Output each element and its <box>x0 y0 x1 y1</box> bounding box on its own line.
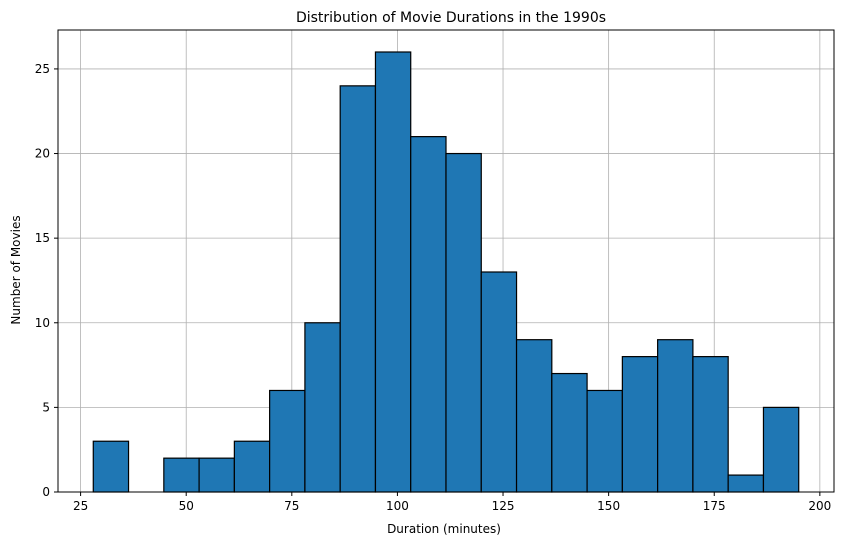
histogram-bar <box>762 406 800 493</box>
x-tick-label: 200 <box>808 499 831 513</box>
histogram-bar <box>727 474 765 493</box>
histogram-bar <box>163 457 200 493</box>
y-tick-label: 20 <box>35 147 50 161</box>
bars <box>92 51 800 493</box>
x-tick-label: 100 <box>386 499 409 513</box>
histogram-bar <box>269 389 306 493</box>
x-tick-label: 175 <box>703 499 726 513</box>
y-axis-label: Number of Movies <box>9 215 23 324</box>
histogram-bar <box>92 440 130 493</box>
y-tick-label: 10 <box>35 316 50 330</box>
histogram-bar <box>339 85 377 493</box>
x-axis-ticks: 25 50 75 100 125 150 175 200 <box>73 492 831 513</box>
x-tick-label: 25 <box>73 499 88 513</box>
y-tick-label: 15 <box>35 231 50 245</box>
histogram-bar <box>621 356 659 493</box>
histogram-bar <box>233 440 271 493</box>
chart-title: Distribution of Movie Durations in the 1… <box>296 10 606 26</box>
y-tick-label: 25 <box>35 62 50 76</box>
histogram-bar <box>657 339 694 493</box>
histogram-bar <box>198 457 235 493</box>
histogram-bar <box>586 389 623 493</box>
y-axis-ticks: 0 5 10 15 20 25 <box>35 62 58 499</box>
histogram-bar <box>480 271 518 493</box>
histogram-bar <box>445 152 482 493</box>
x-tick-label: 125 <box>492 499 515 513</box>
x-axis-label: Duration (minutes) <box>387 522 501 536</box>
y-tick-label: 0 <box>42 485 50 499</box>
histogram-bar <box>515 339 553 493</box>
histogram-bar <box>410 136 447 493</box>
histogram-bar <box>374 51 412 493</box>
x-tick-label: 50 <box>179 499 194 513</box>
histogram-bar <box>692 356 729 493</box>
histogram-bar <box>551 372 588 493</box>
x-tick-label: 150 <box>597 499 620 513</box>
y-tick-label: 5 <box>42 400 50 414</box>
x-tick-label: 75 <box>284 499 299 513</box>
histogram-bar <box>304 322 341 493</box>
plot-frame <box>57 29 835 493</box>
